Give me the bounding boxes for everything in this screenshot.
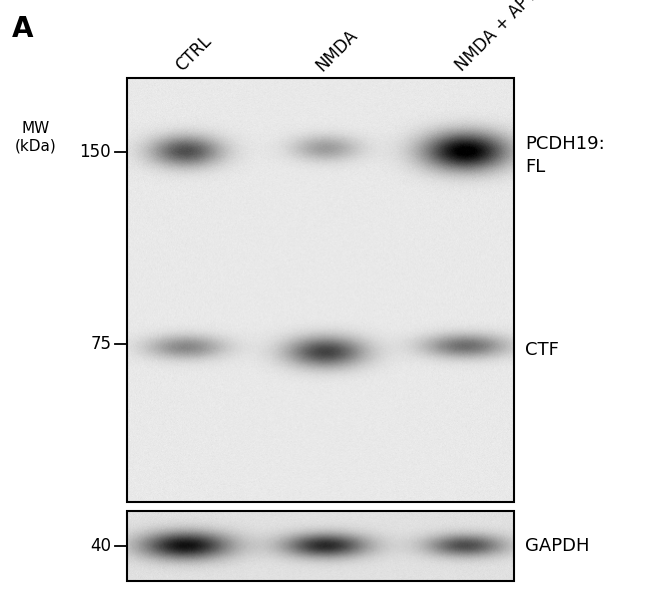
Text: 40: 40 bbox=[90, 537, 111, 556]
Text: NMDA: NMDA bbox=[312, 26, 361, 75]
Text: MW
(kDa): MW (kDa) bbox=[15, 121, 57, 154]
Text: CTF: CTF bbox=[525, 341, 559, 359]
Text: NMDA + APV: NMDA + APV bbox=[452, 0, 541, 75]
Text: 75: 75 bbox=[90, 335, 111, 353]
Text: CTRL: CTRL bbox=[172, 32, 215, 75]
Text: A: A bbox=[12, 15, 33, 43]
Text: PCDH19:
FL: PCDH19: FL bbox=[525, 135, 605, 176]
Text: GAPDH: GAPDH bbox=[525, 537, 590, 556]
Bar bbox=[127, 78, 514, 502]
Bar bbox=[127, 511, 514, 581]
Text: 150: 150 bbox=[79, 144, 111, 161]
